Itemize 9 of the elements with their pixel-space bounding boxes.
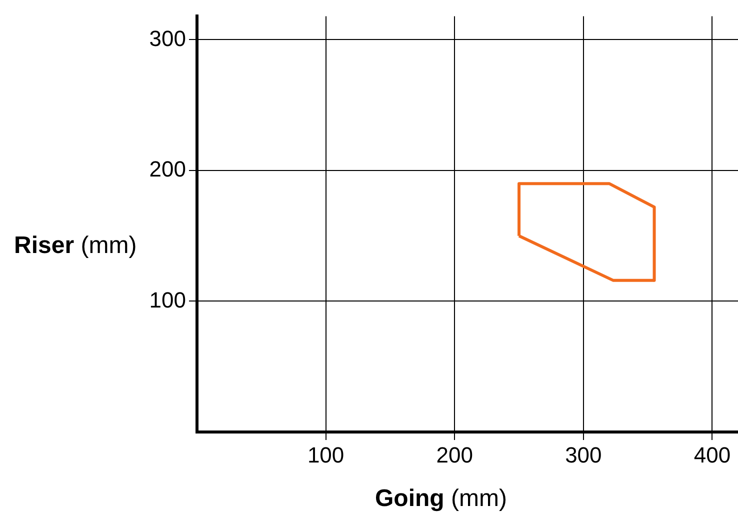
x-tick-label: 200 <box>436 442 473 468</box>
y-tick-label: 100 <box>149 287 186 312</box>
x-tick-label: 400 <box>694 442 731 468</box>
y-axis-title: Riser (mm) <box>14 232 137 259</box>
x-tick-label: 300 <box>565 442 602 468</box>
y-tick-label: 300 <box>149 26 186 51</box>
y-tick-label: 200 <box>149 156 186 182</box>
x-axis-title: Going (mm) <box>375 485 507 512</box>
x-tick-label: 100 <box>307 442 344 468</box>
